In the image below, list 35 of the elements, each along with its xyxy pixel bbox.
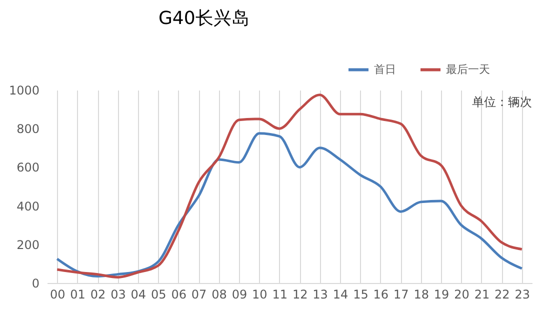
x-tick-label: 20: [454, 288, 470, 302]
line-series: [56, 132, 524, 278]
x-tick-label: 05: [151, 288, 166, 302]
y-tick-label: 400: [16, 199, 40, 214]
x-tick-label: 01: [70, 288, 86, 302]
legend-label: 最后一天: [446, 62, 490, 76]
x-tick-label: 06: [171, 288, 186, 302]
x-tick-label: 04: [130, 288, 146, 302]
chart-title: G40长兴岛: [158, 8, 250, 29]
x-tick-label: 02: [90, 288, 106, 302]
x-tick-label: 16: [373, 288, 389, 302]
legend-label: 首日: [374, 62, 396, 76]
x-tick-label: 00: [50, 288, 66, 302]
x-tick-label: 10: [252, 288, 268, 302]
x-tick-label: 19: [434, 288, 450, 302]
x-tick-label: 14: [332, 288, 348, 302]
y-tick-label: 800: [16, 122, 40, 136]
x-tick-label: 21: [474, 288, 490, 302]
x-tick-label: 13: [312, 288, 328, 302]
x-tick-label: 09: [232, 288, 248, 302]
y-tick-label: 600: [16, 160, 40, 175]
x-tick-label: 07: [191, 288, 207, 302]
x-tick-label: 22: [494, 288, 510, 302]
x-tick-label: 23: [514, 288, 530, 302]
x-tick-label: 18: [414, 288, 429, 302]
annotation: 单位：辆次: [472, 95, 532, 109]
y-tick-label: 200: [16, 238, 40, 252]
y-tick-label: 0: [32, 276, 40, 290]
x-tick-label: 08: [212, 288, 227, 302]
x-tick-label: 17: [394, 288, 409, 302]
x-tick-label: 03: [110, 288, 126, 302]
x-tick-label: 11: [272, 288, 288, 302]
x-tick-label: 12: [292, 288, 308, 302]
y-tick-label: 1000: [8, 84, 40, 98]
x-tick-label: 15: [353, 288, 368, 302]
